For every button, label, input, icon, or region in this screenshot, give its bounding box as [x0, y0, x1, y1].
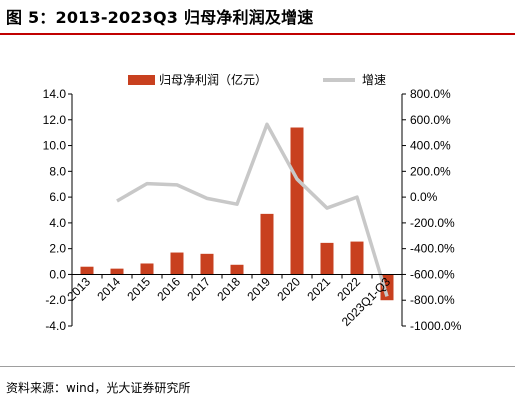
bar-2017: [200, 253, 214, 275]
chart-title: 图 5：2013-2023Q3 归母净利润及增速: [6, 8, 314, 27]
right-tick-label: -800.0%: [410, 293, 455, 307]
bar-series: [80, 127, 394, 301]
title-underline: [0, 33, 515, 35]
growth-line: [116, 122, 389, 297]
bar-2015: [140, 263, 154, 275]
x-tick-label-2015: 2015: [124, 274, 153, 303]
left-tick-label: 6.0: [49, 190, 66, 204]
right-tick-label: 800.0%: [410, 87, 451, 101]
line-series: [116, 122, 389, 297]
right-tick-label: -200.0%: [410, 216, 455, 230]
legend: 归母净利润（亿元） 增速: [128, 72, 386, 87]
left-tick-label: -4.0: [45, 319, 66, 333]
legend-swatch-bar: [128, 75, 155, 85]
right-tick-label: -400.0%: [410, 242, 455, 256]
axes: -4.0 -2.0 0.0 2.0 4.0 6.0 8.0 10.0 12.0 14.0 -1000…: [43, 87, 462, 333]
legend-label-bar: 归母净利润（亿元）: [159, 72, 267, 87]
bar-2019: [260, 213, 274, 275]
right-tick-label: -1000.0%: [410, 319, 462, 333]
right-tick-label: 0.0%: [410, 190, 438, 204]
x-tick-label-2020: 2020: [274, 274, 303, 303]
left-tick-label: 0.0: [49, 267, 66, 281]
x-tick-labels: 2013 2014 2015 2016 2017 2018 2019 2020 2021 2022…: [64, 274, 393, 328]
bar-2016: [170, 252, 184, 275]
x-tick-label-2019: 2019: [244, 274, 273, 303]
right-tick-label: 400.0%: [410, 139, 451, 153]
x-tick-label-2013: 2013: [64, 274, 93, 303]
bar-2021: [320, 242, 334, 275]
legend-label-line: 增速: [362, 73, 386, 87]
bar-2022: [350, 241, 364, 275]
left-tick-label: -2.0: [45, 293, 66, 307]
right-tick-label: 600.0%: [410, 113, 451, 127]
footer-rule: [0, 366, 515, 367]
source-note: 资料来源：wind，光大证券研究所: [6, 381, 191, 395]
x-tick-label-2018: 2018: [214, 274, 243, 303]
left-tick-label: 4.0: [49, 216, 66, 230]
bar-2018: [230, 264, 244, 275]
x-tick-label-2017: 2017: [184, 274, 213, 303]
left-tick-label: 12.0: [43, 113, 67, 127]
bar-2014: [110, 268, 124, 275]
bar-2013: [80, 266, 94, 275]
x-tick-label-2016: 2016: [154, 274, 183, 303]
x-tick-label-2021: 2021: [304, 274, 333, 303]
bar-2020: [290, 127, 304, 275]
right-tick-label: -600.0%: [410, 267, 455, 281]
left-tick-label: 10.0: [43, 139, 67, 153]
x-tick-label-2014: 2014: [94, 274, 123, 303]
left-tick-label: 2.0: [49, 242, 66, 256]
left-tick-label: 8.0: [49, 164, 66, 178]
right-tick-label: 200.0%: [410, 164, 451, 178]
left-tick-label: 14.0: [43, 87, 67, 101]
